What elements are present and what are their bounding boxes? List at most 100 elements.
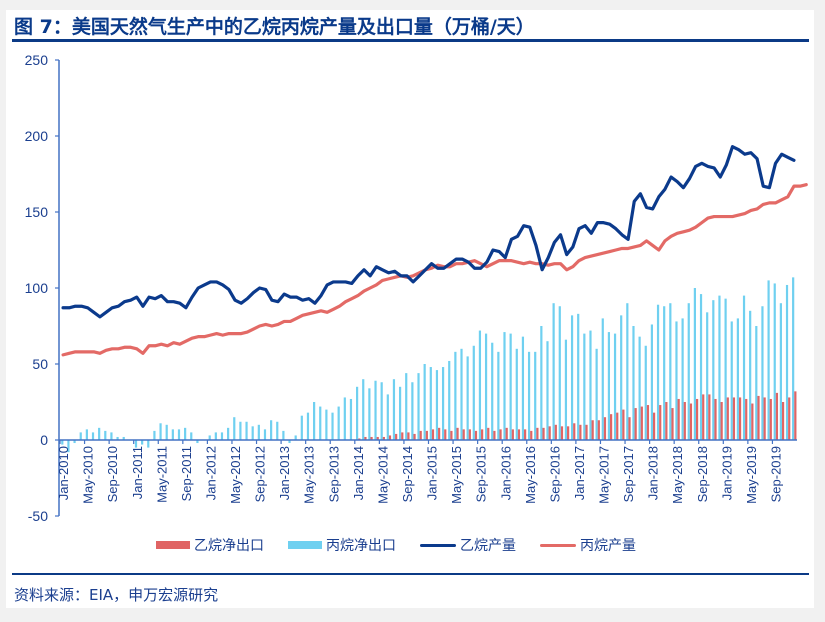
x-tick-label: Jan-2019 [719,446,734,500]
legend-item-ethane-production: 乙烷产量 [420,535,516,555]
bar-propane-export [398,386,402,440]
bar-propane-export [761,306,764,440]
legend-swatch-ethane-production [420,543,456,547]
bar-propane-export [356,386,359,440]
x-tick-label: Jan-2014 [351,446,366,500]
bar-ethane-export [585,424,588,440]
bar-propane-export [313,402,316,440]
bar-propane-export [632,326,635,440]
bar-propane-export [79,432,82,440]
legend-label: 丙烷净出口 [326,538,396,554]
legend-label: 乙烷净出口 [194,538,264,554]
x-tick-label: May-2018 [670,446,685,504]
bar-propane-export [583,333,586,440]
bar-ethane-export [597,420,600,440]
bar-ethane-export [481,429,484,440]
bar-ethane-export [726,397,729,440]
bar-propane-export [306,412,310,440]
bar-propane-export [61,440,64,445]
bar-propane-export [319,406,322,440]
bar-propane-export [214,432,217,440]
bar-propane-export [147,440,150,448]
bar-propane-export [270,420,273,440]
bar-propane-export [730,321,733,440]
bar-ethane-export [745,398,748,440]
bar-propane-export [73,440,76,444]
bar-propane-export [706,312,709,440]
source-note: 资料来源：EIA，申万宏源研究 [14,586,219,604]
bar-propane-export [681,318,684,440]
bar-propane-export [220,432,224,440]
y-tick-label: -50 [28,508,48,524]
legend-label: 乙烷产量 [460,538,516,554]
bar-ethane-export [567,426,570,440]
bar-ethane-export [659,405,662,440]
bar-ethane-export [542,427,545,440]
bar-propane-export [337,406,340,440]
bar-ethane-export [438,427,441,440]
bar-propane-export [233,417,236,440]
y-tick-label: 250 [25,52,49,68]
bar-propane-export [116,436,119,440]
x-tick-label: Sep-2013 [326,446,341,502]
bar-propane-export [546,341,549,440]
bar-ethane-export [634,408,637,440]
x-tick-label: May-2010 [81,446,96,504]
bar-propane-export [484,333,488,440]
bar-propane-export [122,436,125,440]
bar-propane-export [736,318,739,440]
bar-propane-export [91,432,95,440]
bar-propane-export [411,382,414,440]
bar-ethane-export [610,414,613,440]
bar-ethane-export [708,394,711,440]
x-tick-label: Sep-2017 [621,446,636,502]
footer-divider [12,573,809,575]
bar-ethane-export [653,412,656,440]
bar-ethane-export [738,397,742,440]
x-tick-label: Jan-2012 [203,446,218,500]
bar-propane-export [564,339,568,440]
x-tick-label: May-2014 [375,446,390,504]
bar-propane-export [110,432,113,440]
x-tick-label: Jan-2011 [130,446,145,499]
x-tick-label: May-2015 [449,446,464,504]
bar-propane-export [577,313,580,440]
bar-propane-export [98,427,101,440]
bar-ethane-export [591,420,594,440]
bar-propane-export [601,318,604,440]
bar-ethane-export [456,427,459,440]
bar-propane-export [325,409,328,440]
bar-propane-export [190,432,193,440]
bar-propane-export [497,351,500,440]
bar-ethane-export [444,429,447,440]
bar-propane-export [239,421,242,440]
bar-propane-export [540,326,543,440]
bar-ethane-export [431,429,435,440]
bar-ethane-export [628,417,631,440]
bar-propane-export [491,342,494,440]
bar-ethane-export [573,423,576,440]
bar-propane-export [503,332,506,440]
x-tick-label: Sep-2010 [105,446,120,502]
bar-propane-export [515,348,518,440]
bar-ethane-export [560,426,564,440]
bar-propane-export [509,333,512,440]
bar-ethane-export [425,430,428,440]
bar-ethane-export [763,397,766,440]
bar-ethane-export [603,417,607,440]
x-tick-label: Sep-2018 [695,446,710,502]
bar-propane-export [521,336,525,440]
chart-plot: 250 200 150 100 50 0 -50 Jan-2010 May-2010 Sep-20… [25,52,808,524]
bar-ethane-export [388,435,392,440]
bar-ethane-export [781,402,785,440]
bar-propane-export [718,295,721,440]
bar-propane-export [472,345,475,440]
x-tick-label: Sep-2015 [474,446,489,502]
bar-propane-export [779,303,782,440]
bar-propane-export [380,382,383,440]
bar-propane-export [712,300,715,440]
bar-propane-export [589,330,592,440]
legend-item-propane-production: 丙烷产量 [540,535,636,555]
bar-ethane-export [769,398,772,440]
y-tick-label: 200 [25,128,49,144]
